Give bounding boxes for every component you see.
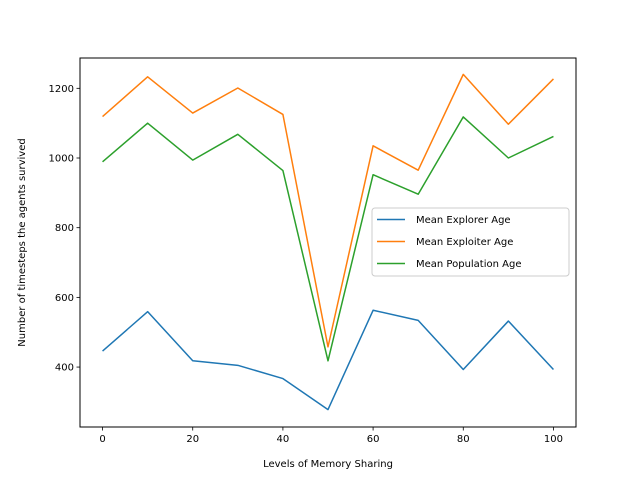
x-tick-label: 80	[457, 434, 470, 445]
plot-frame	[79, 57, 577, 428]
y-tick-label: 1000	[49, 154, 74, 165]
series-line-1	[102, 309, 554, 411]
legend-label-3: Mean Population Age	[416, 259, 521, 270]
series-line-2	[102, 73, 554, 348]
plot-lines	[102, 73, 554, 411]
series-line-3	[102, 116, 554, 362]
x-axis-ticks: 0 20 40 60 80 100	[99, 427, 563, 445]
x-tick-label: 0	[99, 434, 105, 445]
x-axis-label: Levels of Memory Sharing	[263, 459, 393, 470]
y-tick-label: 400	[55, 363, 74, 374]
x-tick-label: 20	[186, 434, 199, 445]
legend: Mean Explorer Age Mean Exploiter Age Mean …	[371, 207, 570, 277]
y-tick-label: 600	[55, 293, 74, 304]
x-tick-label: 60	[367, 434, 380, 445]
y-axis-label: Number of timesteps the agents survived	[17, 138, 28, 346]
x-tick-label: 100	[544, 434, 563, 445]
legend-label-2: Mean Exploiter Age	[416, 237, 513, 248]
y-tick-label: 1200	[49, 84, 74, 95]
legend-box	[371, 207, 570, 277]
y-axis-ticks: 400 600 800 1000 1200	[49, 84, 80, 374]
y-tick-label: 800	[55, 223, 74, 234]
x-tick-label: 40	[277, 434, 290, 445]
legend-label-1: Mean Explorer Age	[416, 215, 511, 226]
